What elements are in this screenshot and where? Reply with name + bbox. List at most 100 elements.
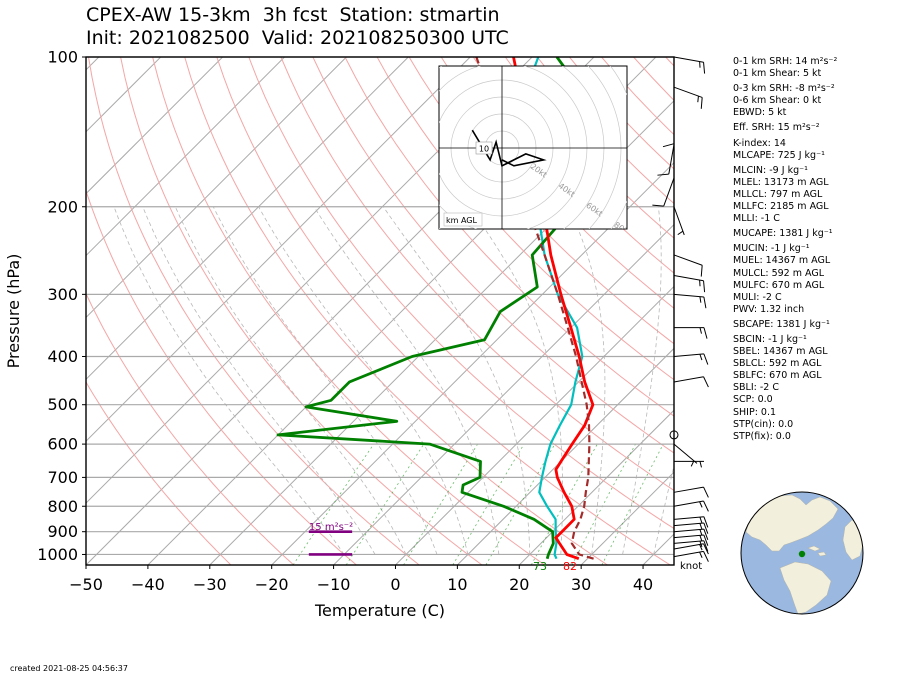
dry-adiabat-line <box>86 381 232 565</box>
wind-barb-half <box>699 540 703 548</box>
wind-barb-half <box>699 523 703 530</box>
isotherm-line <box>209 100 674 565</box>
param-line: PWV: 1.32 inch <box>733 303 805 315</box>
isotherm-line <box>86 57 162 133</box>
wind-barb-flag <box>703 528 709 540</box>
wind-barb <box>662 113 675 148</box>
wind-barb-staff <box>673 56 704 63</box>
wind-barb-flag <box>703 500 709 512</box>
x-axis-ticks: −50 −40 −30 −20 −10 0 10 20 30 40 <box>69 565 653 594</box>
wind-barb-half <box>699 535 703 542</box>
y-tick-label: 700 <box>47 468 78 487</box>
param-line: SBCIN: -1 J kg⁻¹ <box>733 333 807 345</box>
wind-barb-flag <box>700 265 703 277</box>
wind-barb <box>674 460 704 468</box>
surface-temperature-label: 82 <box>563 560 577 573</box>
moist-adiabat-line <box>567 206 606 555</box>
wind-barb-flag <box>652 204 664 207</box>
param-line: 0-1 km SRH: 14 m²s⁻² <box>733 56 838 67</box>
param-line: SBCAPE: 1381 J kg⁻¹ <box>733 318 830 330</box>
y-tick-label: 200 <box>47 197 78 216</box>
mixing-ratio-line <box>530 443 598 565</box>
param-line: SBLFC: 670 m AGL <box>733 370 822 382</box>
param-line: MLLFC: 2185 m AGL <box>733 201 829 213</box>
param-line: EBWD: 5 kt <box>733 107 787 119</box>
wind-barb-staff <box>673 443 698 464</box>
wind-barb-half <box>699 354 703 361</box>
wind-barb <box>673 376 709 388</box>
param-line: STP(cin): 0.0 <box>733 418 794 430</box>
wind-barb <box>673 275 706 293</box>
wind-barb-staff <box>673 522 704 527</box>
wind-barb-staff <box>673 543 704 550</box>
param-line: SBLCL: 592 m AGL <box>733 358 822 370</box>
wind-barb-flag <box>703 516 709 528</box>
hodograph-ring-label: 80kt <box>612 220 632 238</box>
wind-barb <box>673 486 709 498</box>
x-tick-label: −40 <box>131 575 165 594</box>
wind-barb-half <box>699 551 703 558</box>
wind-barb <box>673 540 709 552</box>
wind-barb-half <box>697 96 699 103</box>
wind-barb-staff <box>673 376 704 383</box>
wind-barb-staff <box>673 254 703 266</box>
x-tick-label: −50 <box>69 575 103 594</box>
wind-barb-staff <box>673 550 704 558</box>
param-line: MULFC: 670 m AGL <box>733 279 825 291</box>
x-tick-label: −20 <box>255 575 289 594</box>
wind-barb-staff <box>673 500 704 507</box>
wind-barb <box>673 56 706 74</box>
dry-adiabat-line <box>216 57 671 565</box>
x-tick-label: −30 <box>193 575 227 594</box>
x-tick-label: 30 <box>571 575 591 594</box>
moist-adiabat-line <box>382 206 531 555</box>
wind-barb-half <box>699 516 703 524</box>
wind-barb-staff <box>673 528 704 533</box>
isotherm-line <box>271 161 674 565</box>
param-line: MLLI: -1 C <box>733 213 780 225</box>
x-tick-label: −10 <box>317 575 351 594</box>
stability-parameters: 0-1 km SRH: 14 m²s⁻² 0-1 km Shear: 5 kt 0-… <box>733 56 837 443</box>
wind-barb-half <box>699 544 703 551</box>
param-line: K-index: 14 <box>733 137 786 149</box>
param-line: MLLCL: 797 m AGL <box>733 188 823 200</box>
dry-adiabat-line <box>472 57 674 274</box>
wind-barb-flag <box>703 543 709 555</box>
y-tick-label: 800 <box>47 497 78 516</box>
wind-barb-flag <box>703 376 709 388</box>
hodograph-label: km AGL <box>446 216 478 225</box>
y-tick-label: 600 <box>47 435 78 454</box>
wind-barb-staff <box>673 275 704 282</box>
mixing-ratio-line <box>403 443 478 565</box>
isotherm-line <box>518 409 674 565</box>
location-globe <box>740 491 864 615</box>
dry-adiabat-line <box>312 57 674 454</box>
wind-barb-staff <box>673 293 704 298</box>
station-marker <box>798 550 806 558</box>
x-tick-label: 40 <box>633 575 653 594</box>
wind-barb <box>673 534 709 546</box>
wind-barb-half <box>699 529 703 536</box>
wind-barb-half <box>690 460 695 467</box>
wind-barb <box>673 543 709 555</box>
wind-barb <box>673 353 709 365</box>
wind-barb <box>673 500 709 512</box>
wind-barb-flag <box>703 522 709 534</box>
wind-barb-half <box>677 230 684 236</box>
param-line: SCP: 0.0 <box>733 394 773 406</box>
mixing-ratio-line <box>571 443 636 565</box>
wind-barb <box>674 327 708 339</box>
wind-barb-half <box>699 461 702 468</box>
wind-barb-half <box>699 296 702 303</box>
x-tick-label: 0 <box>390 575 400 594</box>
param-line: MLEL: 13173 m AGL <box>733 176 829 188</box>
wind-barb <box>673 443 698 467</box>
moist-adiabat-line <box>258 206 469 555</box>
param-line: MLCAPE: 725 J kg⁻¹ <box>733 149 825 161</box>
y-tick-label: 400 <box>47 347 78 366</box>
wind-barb <box>673 206 685 236</box>
wind-barb-flag <box>703 486 709 498</box>
param-line: STP(fix): 0.0 <box>733 430 791 442</box>
isotherm-line <box>86 57 409 381</box>
